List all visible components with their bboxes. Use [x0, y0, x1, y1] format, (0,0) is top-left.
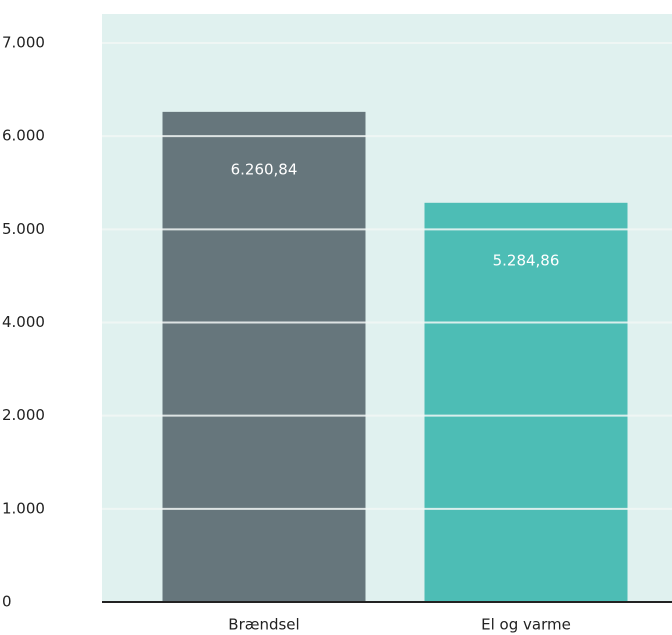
value-label: 6.260,84 [231, 160, 298, 178]
value-label: 5.284,86 [493, 251, 560, 269]
y-tick-label: 6.000 [2, 127, 45, 145]
bar [162, 111, 366, 602]
y-tick-label: 2.000 [2, 406, 45, 424]
y-tick-label: 0 [2, 593, 12, 611]
x-tick-label: Brændsel [228, 616, 299, 634]
bar [424, 202, 628, 602]
y-tick-label: 5.000 [2, 220, 45, 238]
y-tick-label: 4.000 [2, 313, 45, 331]
y-tick-label: 1.000 [2, 499, 45, 517]
x-tick-label: El og varme [481, 616, 571, 634]
y-tick-label: 7.000 [2, 34, 45, 52]
